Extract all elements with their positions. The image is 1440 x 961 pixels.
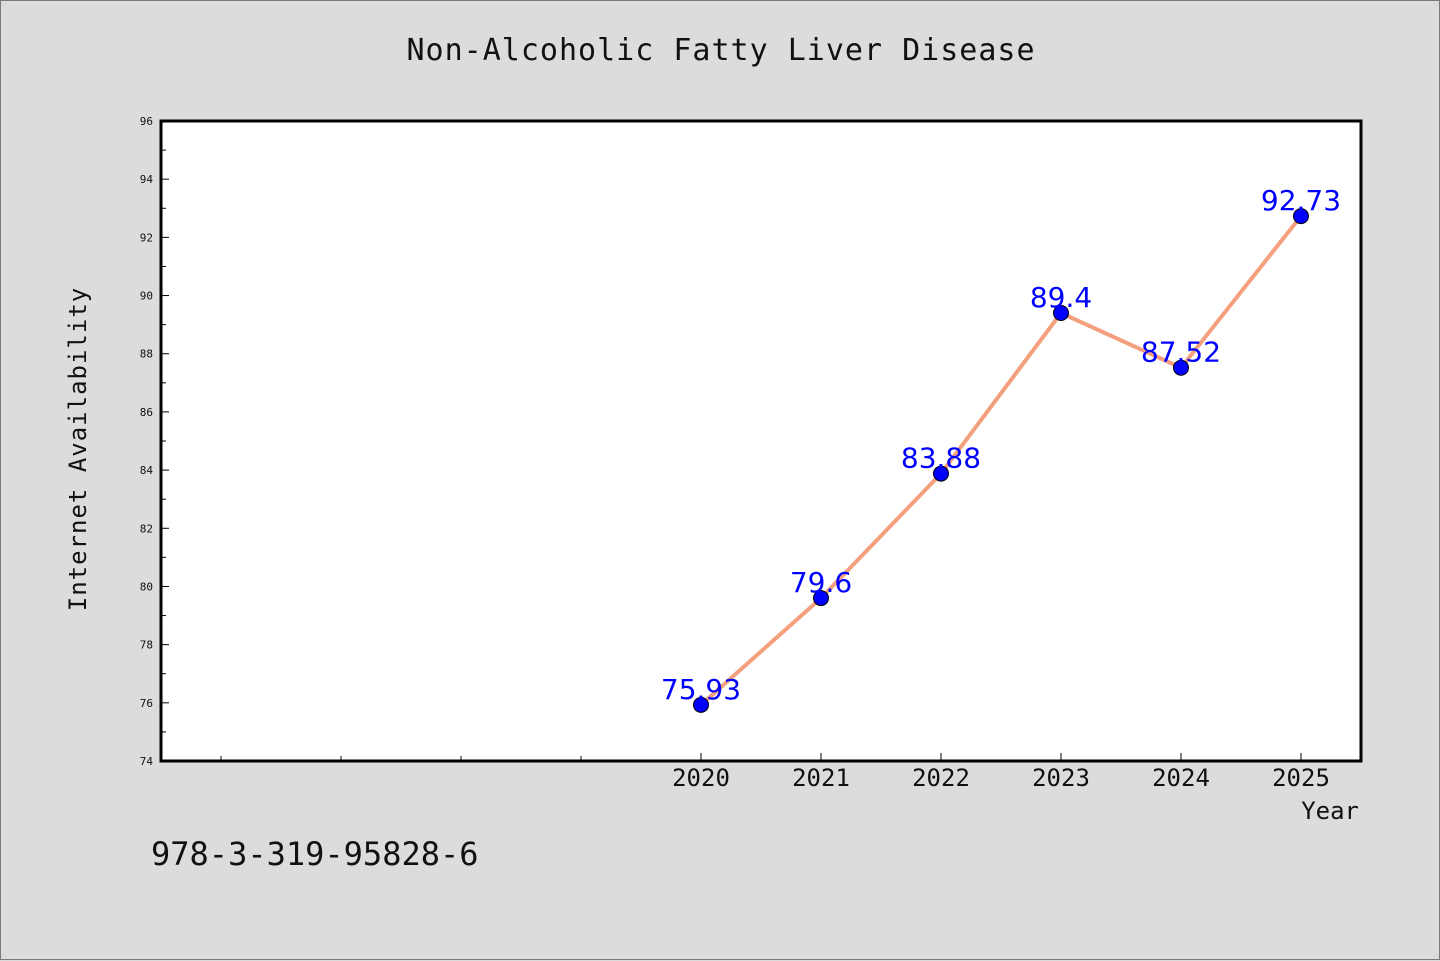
y-tick-label: 92 (140, 231, 153, 244)
data-label: 75.93 (661, 673, 741, 706)
x-tick-label: 2025 (1272, 764, 1330, 792)
chart-title: Non-Alcoholic Fatty Liver Disease (406, 33, 1036, 68)
plot-frame (159, 119, 1363, 763)
y-tick-label: 82 (140, 522, 153, 535)
y-tick-label: 90 (140, 290, 153, 303)
data-point (1053, 305, 1069, 321)
data-label: 79.6 (790, 566, 852, 599)
y-tick-label: 96 (140, 115, 153, 128)
data-label: 92.73 (1261, 184, 1341, 217)
data-point (933, 465, 949, 482)
data-point (1293, 208, 1309, 225)
series-line (699, 214, 1303, 707)
data-point (693, 696, 709, 713)
x-axis-label: Year (1301, 797, 1359, 825)
x-tick-label: 2020 (672, 764, 730, 792)
footer-code: 978-3-319-95828-6 (151, 835, 479, 873)
data-point (1173, 359, 1189, 376)
data-point (813, 590, 829, 607)
x-tick-label: 2024 (1152, 764, 1210, 792)
y-tick-label: 84 (140, 464, 154, 477)
plot-area (161, 121, 1361, 761)
y-tick-label: 78 (140, 639, 153, 652)
data-label: 89.4 (1030, 281, 1092, 314)
x-tick-label: 2021 (792, 764, 850, 792)
y-tick-label: 80 (140, 580, 153, 593)
y-tick-label: 86 (140, 406, 153, 419)
x-tick-label: 2022 (912, 764, 970, 792)
y-tick-label: 88 (140, 348, 153, 361)
y-tick-label: 74 (140, 755, 154, 768)
y-tick-label: 76 (140, 697, 153, 710)
y-tick-label: 94 (140, 173, 154, 186)
data-label: 83.88 (901, 442, 981, 475)
data-label: 87.52 (1141, 336, 1221, 369)
x-tick-label: 2023 (1032, 764, 1090, 792)
